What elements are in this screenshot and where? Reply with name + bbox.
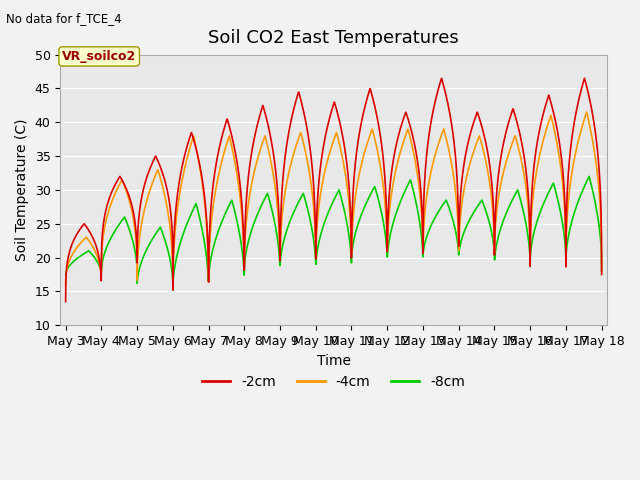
-4cm: [62, 282, 70, 288]
-8cm: [291, 207, 298, 213]
-2cm: [529, 170, 537, 176]
-8cm: [169, 283, 177, 288]
Line: -2cm: -2cm: [66, 78, 602, 301]
-4cm: [588, 132, 595, 137]
-8cm: [585, 173, 593, 179]
-2cm: [580, 75, 588, 81]
Line: -4cm: -4cm: [66, 112, 602, 286]
Legend: -2cm, -4cm, -8cm: -2cm, -4cm, -8cm: [196, 369, 470, 394]
-8cm: [530, 231, 538, 237]
-2cm: [588, 104, 595, 110]
-8cm: [123, 219, 131, 225]
-2cm: [291, 104, 298, 109]
-8cm: [268, 204, 275, 210]
-2cm: [62, 299, 70, 304]
Y-axis label: Soil Temperature (C): Soil Temperature (C): [15, 119, 29, 261]
Line: -8cm: -8cm: [66, 176, 602, 286]
-8cm: [62, 272, 70, 277]
-8cm: [598, 268, 605, 274]
-4cm: [268, 161, 275, 167]
-4cm: [598, 268, 605, 274]
Title: Soil CO2 East Temperatures: Soil CO2 East Temperatures: [208, 29, 459, 48]
X-axis label: Time: Time: [317, 354, 351, 368]
-2cm: [598, 272, 605, 277]
-2cm: [268, 137, 275, 143]
-2cm: [155, 159, 163, 165]
-8cm: [155, 227, 163, 232]
-4cm: [291, 148, 298, 154]
-4cm: [530, 190, 538, 195]
-4cm: [123, 190, 131, 195]
-4cm: [583, 109, 591, 115]
-4cm: [155, 169, 163, 175]
Text: VR_soilco2: VR_soilco2: [62, 50, 136, 63]
Text: No data for f_TCE_4: No data for f_TCE_4: [6, 12, 122, 25]
-2cm: [123, 187, 131, 193]
-4cm: [169, 283, 177, 288]
-8cm: [588, 182, 595, 188]
